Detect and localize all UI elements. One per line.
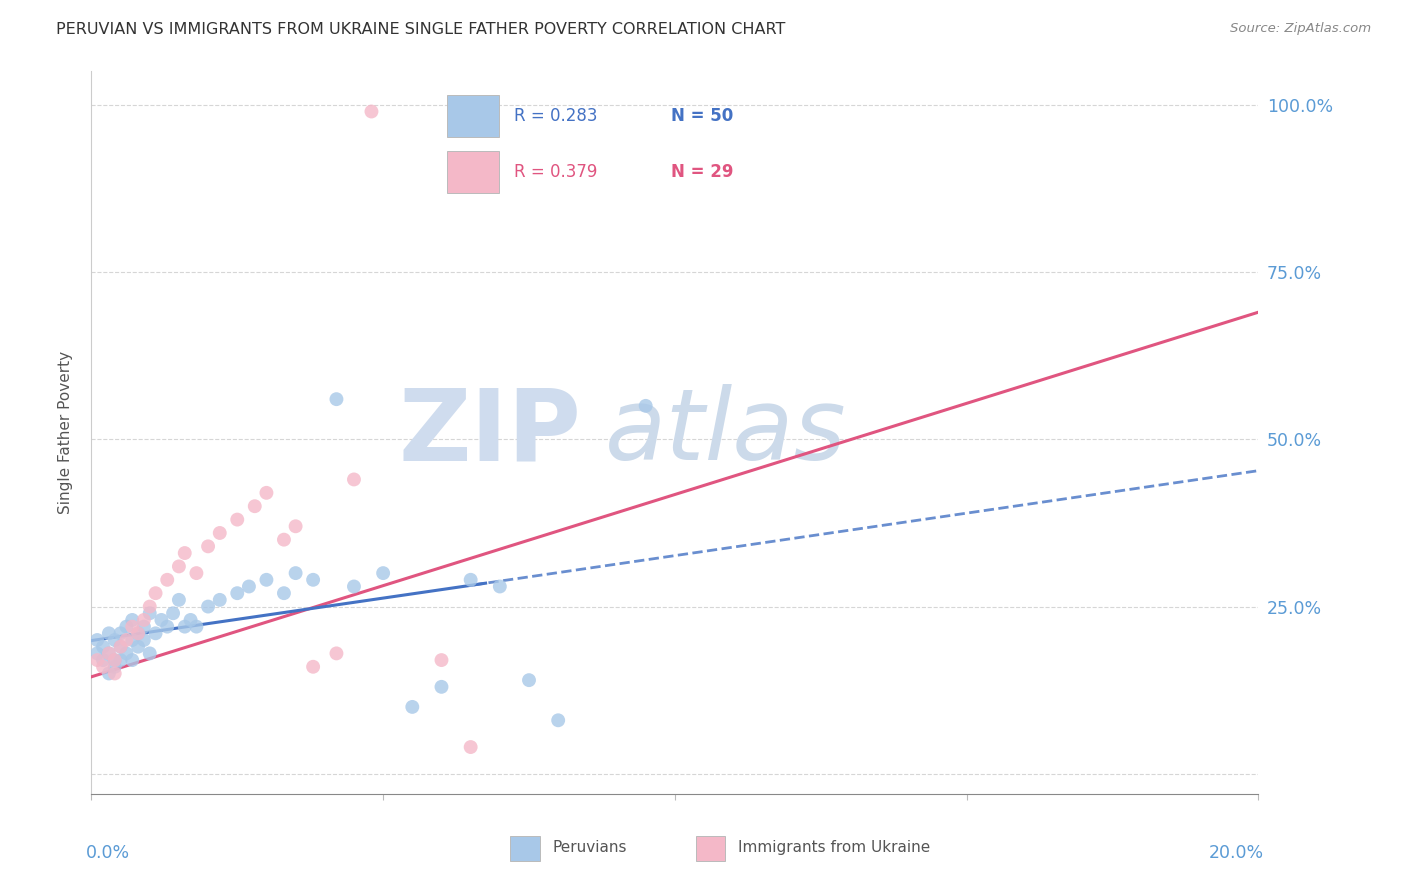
- Point: [284, 519, 307, 533]
- Point: [138, 599, 162, 614]
- Point: [97, 646, 120, 660]
- Point: [489, 580, 512, 594]
- Point: [325, 392, 347, 407]
- Point: [91, 653, 114, 667]
- Point: [127, 640, 149, 654]
- Point: [517, 673, 540, 687]
- Point: [186, 566, 208, 581]
- Point: [127, 626, 149, 640]
- Point: [343, 473, 366, 487]
- Point: [273, 533, 295, 547]
- Point: [254, 573, 277, 587]
- Point: [110, 653, 132, 667]
- Point: [104, 660, 127, 674]
- Point: [302, 573, 325, 587]
- Point: [132, 619, 155, 633]
- Point: [110, 640, 132, 654]
- Bar: [510, 837, 540, 861]
- Point: [401, 699, 423, 714]
- Point: [197, 539, 219, 553]
- Point: [430, 653, 453, 667]
- Point: [460, 573, 482, 587]
- Point: [273, 586, 295, 600]
- Point: [121, 613, 143, 627]
- Point: [208, 526, 231, 541]
- Point: [110, 626, 132, 640]
- Point: [104, 666, 127, 681]
- Point: [115, 619, 138, 633]
- Point: [97, 666, 120, 681]
- Text: PERUVIAN VS IMMIGRANTS FROM UKRAINE SINGLE FATHER POVERTY CORRELATION CHART: PERUVIAN VS IMMIGRANTS FROM UKRAINE SING…: [56, 22, 786, 37]
- Point: [86, 633, 108, 648]
- Point: [254, 485, 277, 500]
- Point: [167, 559, 190, 574]
- Point: [208, 592, 231, 607]
- Bar: [696, 837, 725, 861]
- Point: [132, 633, 155, 648]
- Point: [430, 680, 453, 694]
- Point: [86, 646, 108, 660]
- Point: [86, 653, 108, 667]
- Point: [634, 399, 657, 413]
- Point: [180, 613, 202, 627]
- Point: [243, 500, 266, 514]
- Text: 0.0%: 0.0%: [86, 845, 129, 863]
- Point: [138, 646, 162, 660]
- Point: [115, 646, 138, 660]
- Text: Source: ZipAtlas.com: Source: ZipAtlas.com: [1230, 22, 1371, 36]
- Point: [150, 613, 173, 627]
- Point: [97, 626, 120, 640]
- Point: [302, 660, 325, 674]
- Point: [371, 566, 394, 581]
- Point: [91, 660, 114, 674]
- Point: [127, 626, 149, 640]
- Point: [121, 619, 143, 633]
- Point: [173, 546, 195, 560]
- Point: [91, 640, 114, 654]
- Point: [104, 653, 127, 667]
- Point: [547, 714, 569, 728]
- Point: [162, 607, 184, 621]
- Point: [156, 573, 179, 587]
- Point: [104, 633, 127, 648]
- Point: [226, 586, 249, 600]
- Point: [460, 740, 482, 755]
- Point: [145, 586, 167, 600]
- Point: [156, 619, 179, 633]
- Point: [226, 512, 249, 526]
- Text: atlas: atlas: [605, 384, 846, 481]
- Point: [104, 653, 127, 667]
- Point: [110, 640, 132, 654]
- Text: Immigrants from Ukraine: Immigrants from Ukraine: [738, 840, 931, 855]
- Text: 20.0%: 20.0%: [1209, 845, 1264, 863]
- Point: [360, 104, 382, 119]
- Text: ZIP: ZIP: [399, 384, 582, 481]
- Point: [97, 646, 120, 660]
- Point: [173, 619, 195, 633]
- Point: [325, 646, 347, 660]
- Point: [284, 566, 307, 581]
- Point: [197, 599, 219, 614]
- Point: [167, 592, 190, 607]
- Text: Peruvians: Peruvians: [553, 840, 627, 855]
- Point: [238, 580, 260, 594]
- Point: [121, 633, 143, 648]
- Y-axis label: Single Father Poverty: Single Father Poverty: [58, 351, 73, 514]
- Point: [343, 580, 366, 594]
- Point: [138, 607, 162, 621]
- Point: [121, 653, 143, 667]
- Point: [186, 619, 208, 633]
- Point: [132, 613, 155, 627]
- Point: [115, 633, 138, 648]
- Point: [145, 626, 167, 640]
